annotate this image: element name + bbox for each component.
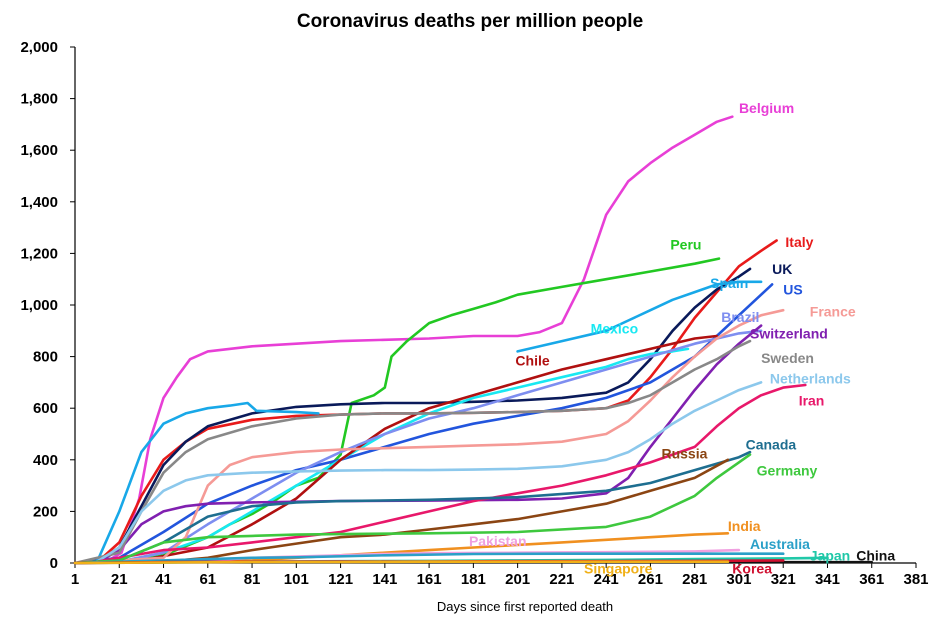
series-line-spain-2 bbox=[516, 280, 763, 353]
x-tick-label: 301 bbox=[726, 571, 751, 588]
series-line-singapore bbox=[73, 560, 730, 565]
series-label-canada: Canada bbox=[746, 436, 797, 452]
series-label-us: US bbox=[783, 282, 802, 298]
x-tick-label: 41 bbox=[155, 571, 172, 588]
series-label-china: China bbox=[856, 547, 895, 563]
series-label-pakistan: Pakistan bbox=[469, 533, 527, 549]
series-label-iran: Iran bbox=[799, 393, 825, 409]
y-tick-label: 1,200 bbox=[20, 245, 58, 262]
y-axis: 0 200 400 600 800 1,000 1,200 1,400 1,600 1,800 2,… bbox=[20, 39, 75, 572]
series-line-chile bbox=[73, 334, 719, 565]
x-tick-label: 121 bbox=[328, 571, 353, 588]
series-label-india: India bbox=[728, 518, 761, 534]
series-line-netherlands bbox=[73, 381, 763, 565]
series-label-belgium: Belgium bbox=[739, 100, 794, 116]
series-label-chile: Chile bbox=[515, 353, 549, 369]
series-line-australia bbox=[73, 552, 785, 565]
x-axis: 1 21 41 61 81 101 121 141 161 181 201 221 241 261 281 3… bbox=[71, 563, 929, 588]
y-tick-label: 800 bbox=[33, 349, 58, 366]
series-label-russia: Russia bbox=[661, 446, 707, 462]
series-line-sweden bbox=[73, 339, 752, 565]
series-label-singapore: Singapore bbox=[584, 560, 653, 576]
series-label-switzerland: Switzerland bbox=[750, 326, 828, 342]
x-tick-label: 281 bbox=[682, 571, 707, 588]
x-tick-label: 81 bbox=[244, 571, 261, 588]
y-tick-label: 2,000 bbox=[20, 39, 58, 56]
x-tick-label: 1 bbox=[71, 571, 79, 588]
x-tick-label: 341 bbox=[815, 571, 840, 588]
series-line-belgium bbox=[73, 115, 734, 565]
x-tick-label: 181 bbox=[461, 571, 486, 588]
series-label-mexico: Mexico bbox=[591, 320, 638, 336]
y-tick-label: 1,800 bbox=[20, 91, 58, 108]
series-line-germany bbox=[73, 453, 752, 565]
series-label-australia: Australia bbox=[750, 536, 810, 552]
x-axis-label: Days since first reported death bbox=[437, 599, 613, 614]
x-tick-label: 61 bbox=[199, 571, 216, 588]
y-tick-label: 1,600 bbox=[20, 142, 58, 159]
series-line-russia bbox=[73, 458, 730, 565]
chart-title: Coronavirus deaths per million people bbox=[297, 11, 643, 32]
series-label-netherlands: Netherlands bbox=[770, 371, 851, 387]
series-label-germany: Germany bbox=[757, 462, 818, 478]
series-line-brazil bbox=[73, 329, 763, 565]
x-tick-label: 361 bbox=[859, 571, 884, 588]
x-tick-label: 161 bbox=[417, 571, 442, 588]
y-tick-label: 1,400 bbox=[20, 194, 58, 211]
series-layer bbox=[73, 115, 873, 565]
series-labels: Belgium Peru Italy UK Spain US France Mexico Bra… bbox=[469, 100, 895, 577]
series-line-canada bbox=[73, 450, 752, 565]
x-tick-label: 221 bbox=[549, 571, 574, 588]
series-line-iran bbox=[73, 383, 807, 565]
series-label-uk: UK bbox=[772, 261, 792, 277]
x-tick-label: 21 bbox=[111, 571, 128, 588]
y-tick-label: 0 bbox=[50, 555, 58, 572]
x-tick-label: 321 bbox=[771, 571, 796, 588]
y-tick-label: 200 bbox=[33, 503, 58, 520]
x-tick-label: 241 bbox=[594, 571, 619, 588]
x-tick-label: 261 bbox=[638, 571, 663, 588]
x-tick-label: 381 bbox=[903, 571, 928, 588]
series-label-spain: Spain bbox=[710, 275, 748, 291]
series-label-brazil: Brazil bbox=[721, 309, 759, 325]
x-tick-label: 101 bbox=[284, 571, 309, 588]
series-line-switzerland bbox=[73, 324, 763, 565]
series-label-sweden: Sweden bbox=[761, 350, 814, 366]
y-tick-label: 400 bbox=[33, 452, 58, 469]
y-tick-label: 600 bbox=[33, 400, 58, 417]
x-tick-label: 141 bbox=[372, 571, 397, 588]
series-label-peru: Peru bbox=[670, 237, 701, 253]
series-label-korea: Korea bbox=[732, 560, 772, 576]
plot-area bbox=[74, 47, 916, 564]
y-tick-label: 1,000 bbox=[20, 297, 58, 314]
series-line-spain bbox=[73, 401, 320, 565]
series-line-peru bbox=[73, 257, 721, 565]
series-label-italy: Italy bbox=[785, 234, 813, 250]
series-line-uk bbox=[73, 267, 752, 565]
series-label-france: France bbox=[810, 304, 856, 320]
series-label-japan: Japan bbox=[810, 547, 850, 563]
x-tick-label: 201 bbox=[505, 571, 530, 588]
